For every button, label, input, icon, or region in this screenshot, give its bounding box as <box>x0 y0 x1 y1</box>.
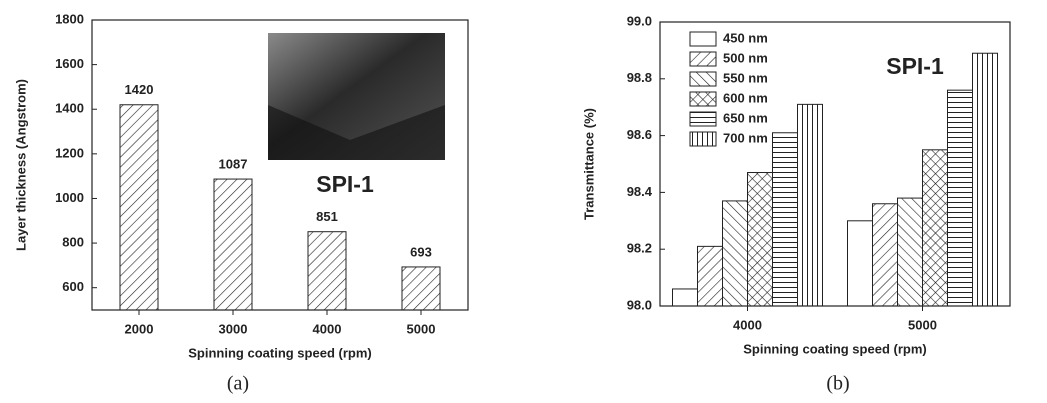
y-tick-label: 98.0 <box>627 297 652 312</box>
y-tick-label: 1800 <box>55 11 84 26</box>
bar <box>947 89 973 307</box>
bar <box>672 288 698 307</box>
y-tick-label: 1000 <box>55 190 84 205</box>
legend-label: 550 nm <box>723 70 768 85</box>
bar <box>972 52 998 307</box>
y-tick-label: 98.8 <box>627 70 652 85</box>
x-axis-label: Spinning coating speed (rpm) <box>743 341 926 356</box>
y-tick-label: 1600 <box>55 56 84 71</box>
y-tick-label: 600 <box>62 279 84 294</box>
x-tick-label: 2000 <box>125 321 154 336</box>
y-tick-label: 1200 <box>55 145 84 160</box>
legend-label: 500 nm <box>723 50 768 65</box>
inset-shade <box>268 105 445 160</box>
annotation: SPI-1 <box>886 53 944 79</box>
y-tick-label: 1400 <box>55 101 84 116</box>
legend-swatch <box>689 31 717 47</box>
legend-label: 650 nm <box>723 110 768 125</box>
x-tick-label: 5000 <box>407 321 436 336</box>
bar <box>897 197 923 307</box>
y-axis-label: Transmittance (%) <box>581 108 596 220</box>
x-tick-label: 3000 <box>219 321 248 336</box>
bar <box>697 245 723 307</box>
y-axis-label: Layer thickness (Angstrom) <box>13 79 28 251</box>
bar <box>213 178 253 311</box>
caption: (b) <box>826 373 849 395</box>
caption: (a) <box>227 373 249 395</box>
bar <box>772 132 798 307</box>
legend-label: 700 nm <box>723 130 768 145</box>
y-tick-label: 99.0 <box>627 13 652 28</box>
bar <box>872 203 898 307</box>
plot-frame <box>659 21 1011 307</box>
bar <box>797 103 823 307</box>
bar <box>119 104 159 311</box>
value-label: 851 <box>316 209 338 224</box>
annotation: SPI-1 <box>316 171 374 197</box>
bar <box>847 220 873 307</box>
y-tick-label: 98.6 <box>627 127 652 142</box>
bar <box>722 200 748 307</box>
value-label: 693 <box>410 244 432 259</box>
legend-swatch <box>689 51 717 67</box>
legend-swatch <box>689 111 717 127</box>
x-tick-label: 4000 <box>733 317 762 332</box>
legend-label: 450 nm <box>723 30 768 45</box>
legend-swatch <box>689 131 717 147</box>
y-tick-label: 98.4 <box>627 184 653 199</box>
bar <box>747 172 773 307</box>
bar <box>922 149 948 307</box>
y-tick-label: 800 <box>62 235 84 250</box>
legend-label: 600 nm <box>723 90 768 105</box>
legend-swatch <box>689 71 717 87</box>
y-tick-label: 98.2 <box>627 241 652 256</box>
x-axis-label: Spinning coating speed (rpm) <box>188 345 371 360</box>
x-tick-label: 5000 <box>908 317 937 332</box>
x-tick-label: 4000 <box>313 321 342 336</box>
bar <box>307 231 347 311</box>
bar <box>401 266 441 311</box>
value-label: 1420 <box>125 82 154 97</box>
value-label: 1087 <box>219 156 248 171</box>
plot-frame <box>91 19 469 311</box>
legend-swatch <box>689 91 717 107</box>
